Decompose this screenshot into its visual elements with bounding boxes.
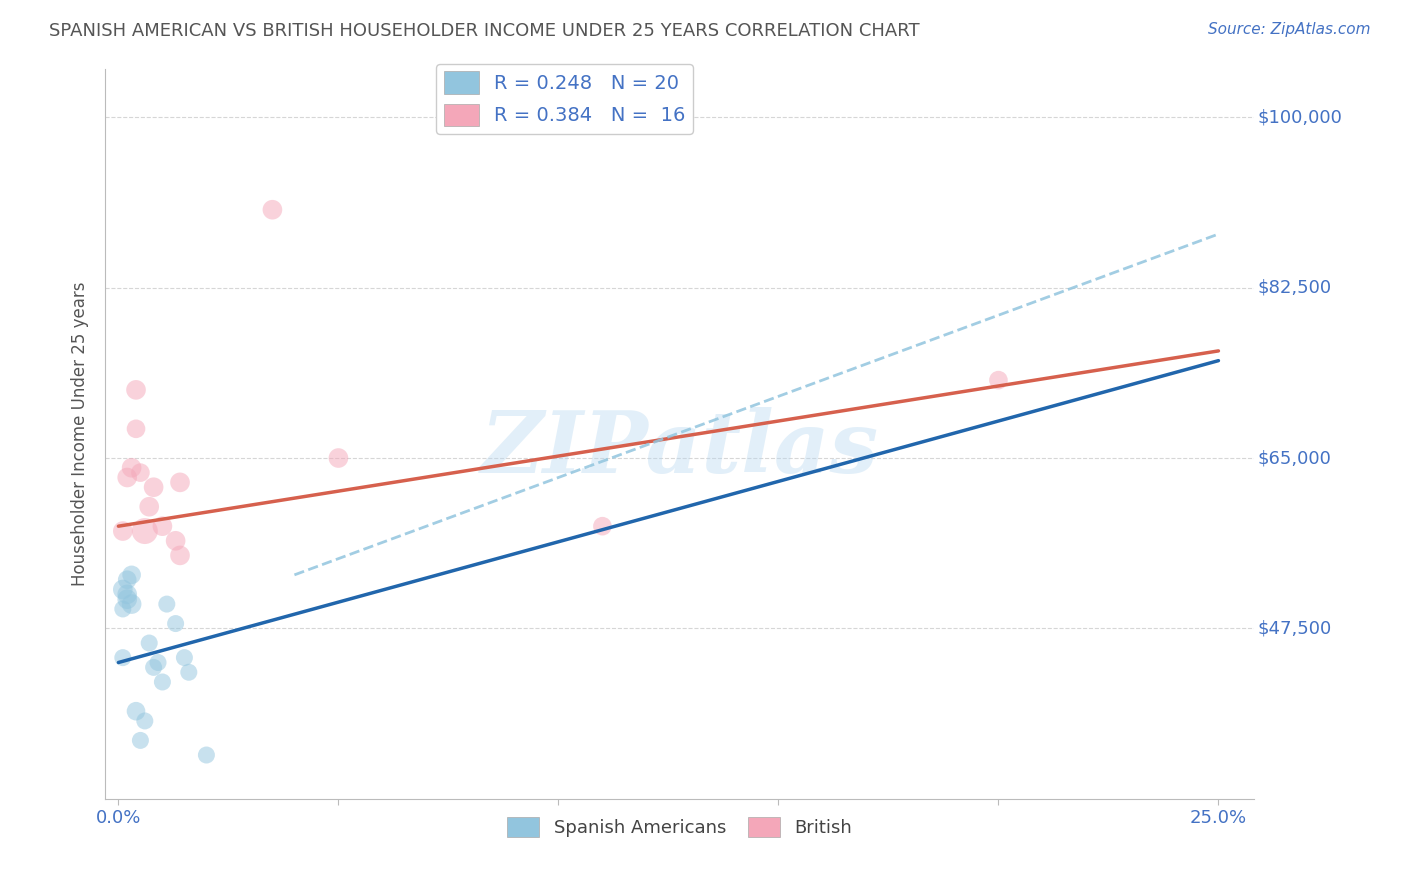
Point: [987, 373, 1010, 387]
Point: [138, 636, 160, 650]
Point: [134, 524, 156, 538]
Point: [129, 466, 152, 480]
Point: [125, 422, 148, 436]
Point: [111, 602, 134, 616]
Point: [111, 582, 134, 597]
Text: Source: ZipAtlas.com: Source: ZipAtlas.com: [1208, 22, 1371, 37]
Point: [111, 650, 134, 665]
Point: [138, 500, 160, 514]
Point: [169, 475, 191, 490]
Point: [134, 714, 156, 728]
Point: [142, 660, 165, 674]
Point: [169, 549, 191, 563]
Text: SPANISH AMERICAN VS BRITISH HOUSEHOLDER INCOME UNDER 25 YEARS CORRELATION CHART: SPANISH AMERICAN VS BRITISH HOUSEHOLDER …: [49, 22, 920, 40]
Legend: Spanish Americans, British: Spanish Americans, British: [499, 809, 859, 845]
Point: [115, 470, 138, 484]
Point: [165, 533, 187, 548]
Point: [121, 567, 143, 582]
Text: $100,000: $100,000: [1257, 108, 1341, 126]
Text: $47,500: $47,500: [1257, 619, 1331, 638]
Point: [177, 665, 200, 680]
Point: [152, 675, 174, 690]
Point: [165, 616, 187, 631]
Point: [115, 587, 138, 601]
Point: [328, 450, 350, 465]
Point: [125, 704, 148, 718]
Text: ZIPatlas: ZIPatlas: [481, 407, 879, 490]
Point: [173, 650, 195, 665]
Point: [129, 733, 152, 747]
Point: [121, 460, 143, 475]
Point: [125, 383, 148, 397]
Text: $65,000: $65,000: [1257, 449, 1331, 467]
Y-axis label: Householder Income Under 25 years: Householder Income Under 25 years: [72, 282, 89, 586]
Point: [111, 524, 134, 538]
Point: [591, 519, 613, 533]
Text: $82,500: $82,500: [1257, 278, 1331, 297]
Point: [121, 597, 143, 611]
Point: [152, 519, 174, 533]
Point: [262, 202, 284, 217]
Point: [115, 573, 138, 587]
Point: [142, 480, 165, 494]
Point: [115, 592, 138, 607]
Point: [195, 747, 218, 762]
Point: [146, 656, 169, 670]
Point: [156, 597, 179, 611]
